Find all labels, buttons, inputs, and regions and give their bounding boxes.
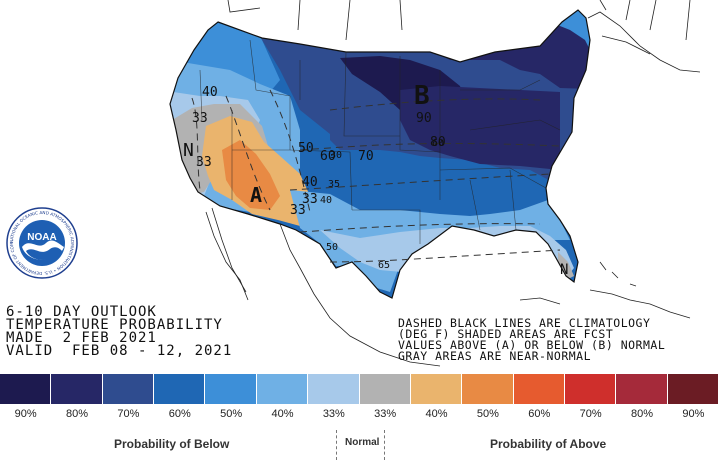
legend-tick: 90% — [14, 408, 37, 420]
contour-label-80: 80 — [430, 135, 446, 150]
legend-tick: 33% — [374, 408, 397, 420]
legend-divider-left — [336, 430, 337, 460]
legend-divider-right — [384, 430, 385, 460]
legend-tick: 80% — [66, 408, 89, 420]
above-marker: A — [250, 183, 262, 207]
legend-tick: 70% — [117, 408, 140, 420]
legend-swatch — [102, 374, 155, 404]
legend-swatch — [410, 374, 463, 404]
legend-caption-normal: Normal — [345, 437, 380, 448]
legend-swatch — [564, 374, 617, 404]
legend-color-bar — [0, 374, 719, 404]
contour-label-40-mid: 40 — [302, 175, 318, 190]
contour-label-40-south: 40 — [320, 195, 332, 206]
temperature-outlook-map: B A N N 90 80 70 60 50 40 33 33 40 35 33… — [169, 0, 701, 367]
logo-wordmark: NOAA — [27, 232, 56, 243]
contour-label-35: 35 — [328, 179, 340, 190]
normal-marker-west: N — [183, 140, 194, 161]
legend-caption-above: Probability of Above — [490, 437, 607, 451]
contour-label-60: 60 — [320, 149, 336, 164]
contour-label-50: 50 — [298, 141, 314, 156]
legend-tick: 90% — [682, 408, 705, 420]
note-line-2: (DEG F) SHADED AREAS ARE FCST — [398, 327, 614, 341]
outlook-valid-dates: VALID FEB 08 - 12, 2021 — [6, 343, 233, 359]
legend-tick: 80% — [630, 408, 653, 420]
contour-label-33-sw: 33 — [290, 203, 306, 218]
outlook-subtitle: TEMPERATURE PROBABILITY — [6, 317, 223, 333]
note-line-1: DASHED BLACK LINES ARE CLIMATOLOGY — [398, 316, 651, 330]
noaa-logo: NATIONAL OCEANIC AND ATMOSPHERIC ADMINIS… — [6, 207, 78, 279]
legend-swatch — [205, 374, 257, 404]
legend-swatch — [359, 374, 411, 404]
legend-tick: 70% — [579, 408, 602, 420]
legend-caption-below: Probability of Below — [114, 437, 230, 451]
contour-label-90: 90 — [416, 111, 432, 126]
contour-label-33-north: 33 — [192, 111, 208, 126]
climatology-label-30: 30 — [330, 150, 342, 161]
legend-tick: 40% — [271, 408, 294, 420]
contour-label-40-north: 40 — [202, 85, 218, 100]
contour-label-33-south: 33 — [302, 192, 318, 207]
legend-tick: 40% — [425, 408, 448, 420]
climatology-label-60: 60 — [432, 138, 444, 149]
map-notes: DASHED BLACK LINES ARE CLIMATOLOGY (DEG F… — [398, 316, 666, 363]
outlook-made-date: MADE 2 FEB 2021 — [6, 330, 157, 346]
legend-tick-labels: 90% 80% 70% 60% 50% 40% 33% 33% 40% 50% 60% 70% 80% 9… — [0, 408, 719, 424]
legend-swatch — [256, 374, 309, 404]
climatology-label-50: 50 — [326, 242, 338, 253]
legend-swatch — [308, 374, 360, 404]
contour-label-33-west: 33 — [196, 155, 212, 170]
outlook-title: 6-10 DAY OUTLOOK — [6, 304, 157, 320]
legend-swatch — [667, 374, 719, 404]
legend-tick: 60% — [168, 408, 191, 420]
note-line-3: VALUES ABOVE (A) OR BELOW (B) NORMAL — [398, 338, 666, 352]
climatology-label-65: 65 — [378, 260, 390, 271]
legend-tick: 50% — [220, 408, 243, 420]
legend-tick: 33% — [322, 408, 345, 420]
legend-swatch — [462, 374, 514, 404]
normal-marker-fl: N — [560, 262, 568, 278]
contour-label-70: 70 — [358, 149, 374, 164]
baja-outline — [205, 211, 249, 301]
note-line-4: GRAY AREAS ARE NEAR-NORMAL — [398, 349, 592, 363]
legend-swatch — [51, 374, 103, 404]
below-marker: B — [414, 81, 430, 111]
legend-tick: 60% — [528, 408, 551, 420]
legend-swatch — [616, 374, 668, 404]
legend-swatch — [0, 374, 52, 404]
outlook-title-block: 6-10 DAY OUTLOOK TEMPERATURE PROBABILITY M… — [6, 304, 233, 359]
legend-swatch — [513, 374, 565, 404]
legend-swatch — [154, 374, 206, 404]
legend-tick: 50% — [476, 408, 499, 420]
